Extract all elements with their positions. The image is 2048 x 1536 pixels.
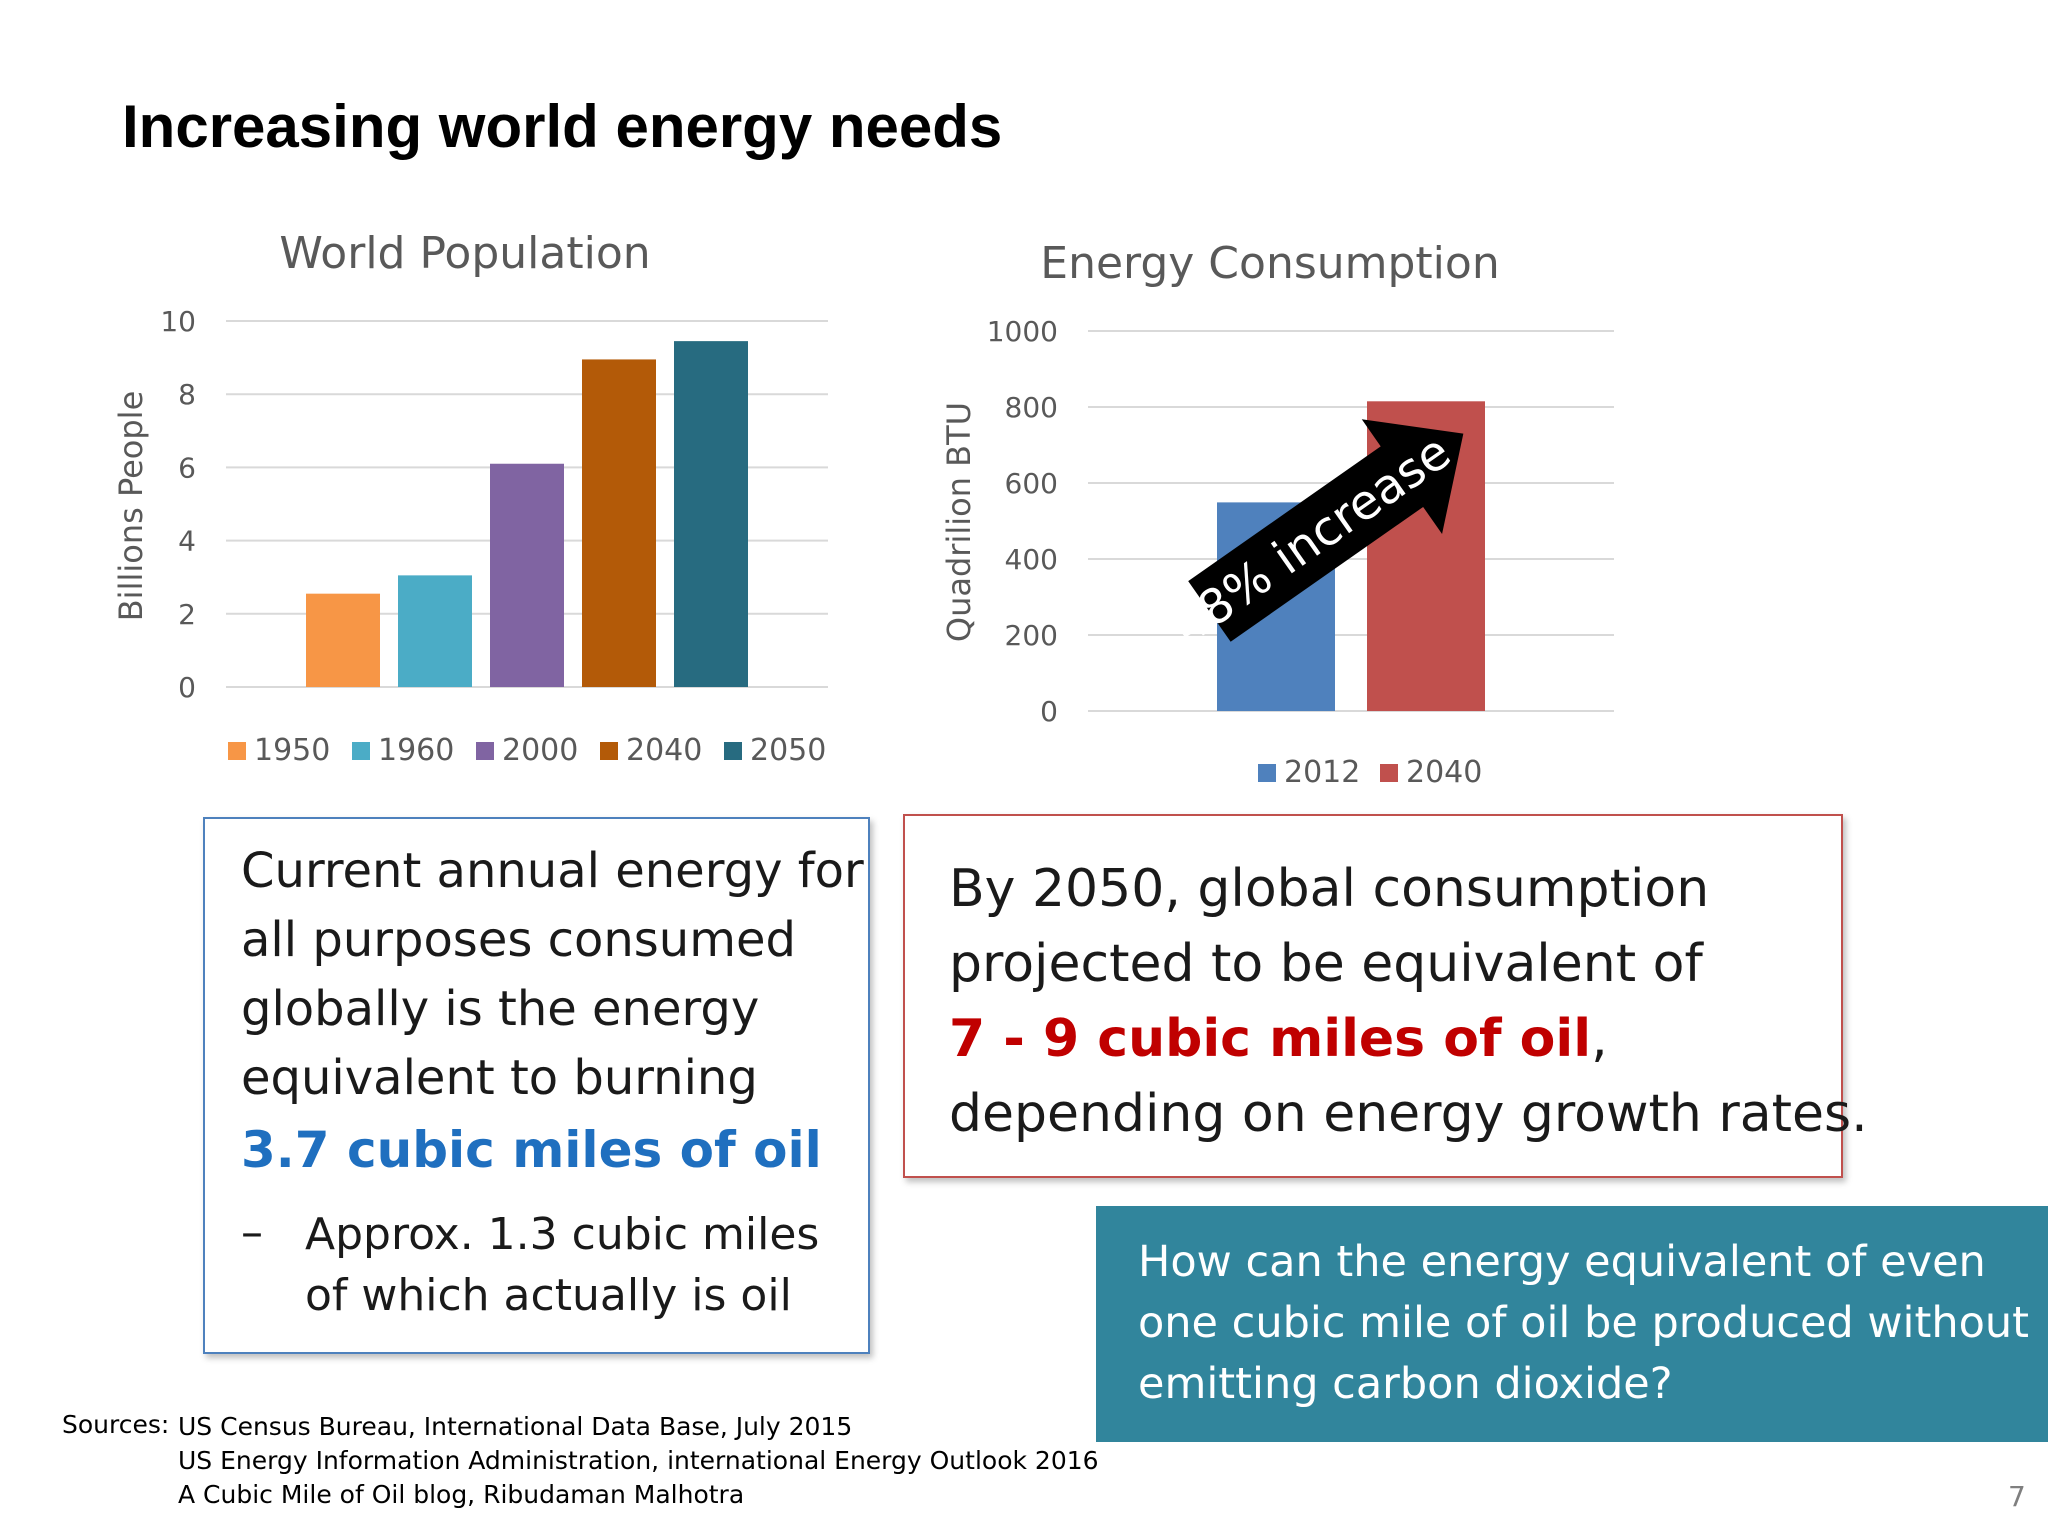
legend-swatch-2040 bbox=[600, 742, 618, 760]
slide-title: Increasing world energy needs bbox=[122, 93, 1003, 160]
source-item: US Energy Information Administration, in… bbox=[178, 1446, 1099, 1475]
legend-label-2012: 2012 bbox=[1284, 755, 1360, 790]
page-number: 7 bbox=[2008, 1480, 2026, 1513]
current-energy-text: Current annual energy for all purposes c… bbox=[241, 837, 864, 1113]
legend-swatch-1950 bbox=[228, 742, 246, 760]
source-item: A Cubic Mile of Oil blog, Ribudaman Malh… bbox=[178, 1480, 745, 1509]
legend-swatch-1960 bbox=[352, 742, 370, 760]
text-line: 7 - 9 cubic miles of oil, bbox=[949, 1002, 1868, 1077]
highlight-7-9-cubic-miles: 7 - 9 cubic miles of oil bbox=[949, 1009, 1592, 1069]
legend-label-2050: 2050 bbox=[750, 733, 826, 768]
bar-1960 bbox=[398, 575, 472, 687]
dash-bullet: – bbox=[241, 1207, 263, 1258]
y-axis-label: Quadrilion BTU bbox=[940, 402, 978, 642]
sub-point: Approx. 1.3 cubic miles of which actuall… bbox=[305, 1204, 819, 1326]
projection-box: By 2050, global consumption projected to… bbox=[903, 814, 1868, 1178]
y-tick-label: 400 bbox=[1005, 543, 1058, 576]
source-item: US Census Bureau, International Data Bas… bbox=[178, 1412, 853, 1441]
legend: 2012 2040 bbox=[1258, 755, 1482, 790]
chart-title: World Population bbox=[279, 228, 650, 279]
legend-swatch-2012 bbox=[1258, 764, 1276, 782]
y-tick-label: 0 bbox=[1040, 695, 1058, 728]
text-line: depending on energy growth rates. bbox=[949, 1084, 1868, 1144]
bar-1950 bbox=[306, 593, 380, 687]
arrow-shape bbox=[1188, 419, 1464, 642]
legend-label-2040: 2040 bbox=[626, 733, 702, 768]
text-line: all purposes consumed bbox=[241, 912, 796, 968]
text-line: projected to be equivalent of bbox=[949, 934, 1703, 994]
text-line: globally is the energy bbox=[241, 981, 760, 1037]
text-line: Approx. 1.3 cubic miles bbox=[305, 1209, 820, 1260]
bars bbox=[306, 341, 748, 687]
text-line: Current annual energy for bbox=[241, 843, 864, 899]
text-line: one cubic mile of oil be produced withou… bbox=[1138, 1298, 2030, 1348]
charts-area: World Population Billions People 0 2 4 6 8 10… bbox=[112, 228, 1614, 790]
bar-2040 bbox=[582, 359, 656, 687]
y-tick-labels: 0 200 400 600 800 1000 bbox=[987, 315, 1058, 728]
y-tick-label: 0 bbox=[178, 671, 196, 704]
legend-label-2000: 2000 bbox=[502, 733, 578, 768]
y-tick-label: 8 bbox=[178, 378, 196, 411]
y-tick-label: 1000 bbox=[987, 315, 1058, 348]
y-axis-label: Billions People bbox=[112, 391, 150, 622]
comma: , bbox=[1591, 1009, 1608, 1069]
y-tick-label: 800 bbox=[1005, 391, 1058, 424]
bar-2050 bbox=[674, 341, 748, 687]
world-population-chart: World Population Billions People 0 2 4 6 8 10… bbox=[112, 228, 828, 768]
legend-swatch-2050 bbox=[724, 742, 742, 760]
y-tick-label: 200 bbox=[1005, 619, 1058, 652]
text-line: emitting carbon dioxide? bbox=[1138, 1359, 1673, 1409]
current-energy-box: Current annual energy for all purposes c… bbox=[203, 817, 870, 1354]
question-box: How can the energy equivalent of even on… bbox=[1096, 1206, 2048, 1442]
highlight-3-7-cubic-miles: 3.7 cubic miles of oil bbox=[241, 1121, 822, 1179]
sources-label: Sources: bbox=[62, 1410, 170, 1439]
text-line: By 2050, global consumption bbox=[949, 859, 1710, 919]
y-tick-label: 6 bbox=[178, 451, 196, 484]
legend: 1950 1960 2000 2040 2050 bbox=[228, 733, 826, 768]
y-tick-label: 2 bbox=[178, 598, 196, 631]
bar-2000 bbox=[490, 463, 564, 687]
question-text: How can the energy equivalent of even on… bbox=[1138, 1232, 2029, 1415]
legend-swatch-2040 bbox=[1380, 764, 1398, 782]
text-line: How can the energy equivalent of even bbox=[1138, 1237, 1986, 1287]
text-line: of which actually is oil bbox=[305, 1270, 792, 1321]
y-tick-label: 10 bbox=[160, 305, 196, 338]
y-tick-label: 4 bbox=[178, 525, 196, 558]
y-tick-labels: 0 2 4 6 8 10 bbox=[160, 305, 196, 704]
legend-swatch-2000 bbox=[476, 742, 494, 760]
legend-label-2040: 2040 bbox=[1406, 755, 1482, 790]
legend-label-1950: 1950 bbox=[254, 733, 330, 768]
legend-label-1960: 1960 bbox=[378, 733, 454, 768]
chart-title: Energy Consumption bbox=[1040, 238, 1499, 289]
y-tick-label: 600 bbox=[1005, 467, 1058, 500]
projection-text: By 2050, global consumption projected to… bbox=[949, 852, 1868, 1152]
energy-consumption-chart: Energy Consumption Quadrilion BTU 0 200 40… bbox=[940, 238, 1614, 790]
text-line: equivalent to burning bbox=[241, 1050, 758, 1106]
